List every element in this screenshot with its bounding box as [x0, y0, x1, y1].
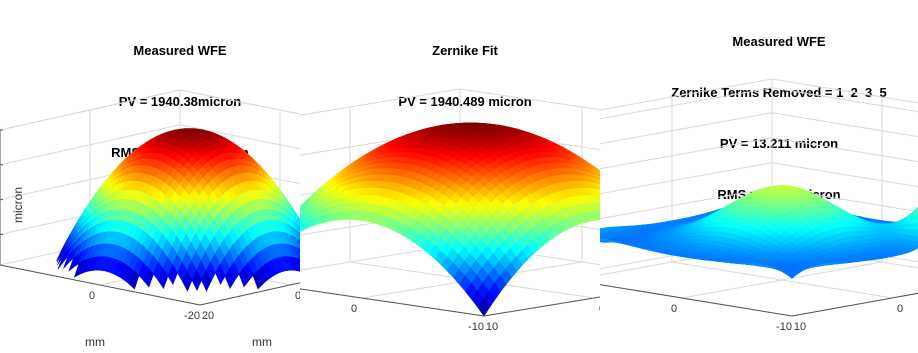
- plot3-x-tick-label: 10: [794, 321, 806, 333]
- chart-panel-3: Measured WFE Zernike Terms Removed = 1 2…: [600, 0, 918, 353]
- plot1-x-axis-label: mm: [252, 335, 272, 349]
- plot1-z-axis-label: micron: [11, 187, 25, 223]
- plot2-x-tick-label: 0: [599, 303, 600, 315]
- plot2-y-tick-label: -10: [468, 321, 484, 333]
- title-3-line-1: Measured WFE: [732, 34, 826, 49]
- plot2-x-tick-label: 10: [486, 321, 498, 333]
- plot2-y-tick-label: 0: [351, 303, 357, 315]
- plot1-x-tick-label: 0: [295, 290, 300, 302]
- plot1-y-tick-label: 0: [89, 290, 95, 302]
- plot2-surface: [300, 122, 600, 317]
- plot3-x-tick-label: 0: [897, 303, 903, 315]
- title-1-line-1: Measured WFE: [133, 43, 227, 58]
- plot3-y-tick-label: -10: [776, 321, 792, 333]
- plot1-y-tick-label: -20: [184, 310, 200, 322]
- plot1-surface: [56, 128, 300, 292]
- title-2-line-1: Zernike Fit: [432, 43, 498, 58]
- plot3-surface: [600, 185, 918, 279]
- chart-panel-1: Measured WFE PV = 1940.38micron RMS = 40…: [0, 0, 300, 353]
- plot1-y-axis-label: mm: [85, 335, 105, 349]
- chart-panel-2: Zernike Fit PV = 1940.489 micron RMS = 4…: [300, 0, 600, 353]
- plot1-x-tick-label: 20: [202, 310, 214, 322]
- plot3-y-tick-label: 0: [671, 303, 677, 315]
